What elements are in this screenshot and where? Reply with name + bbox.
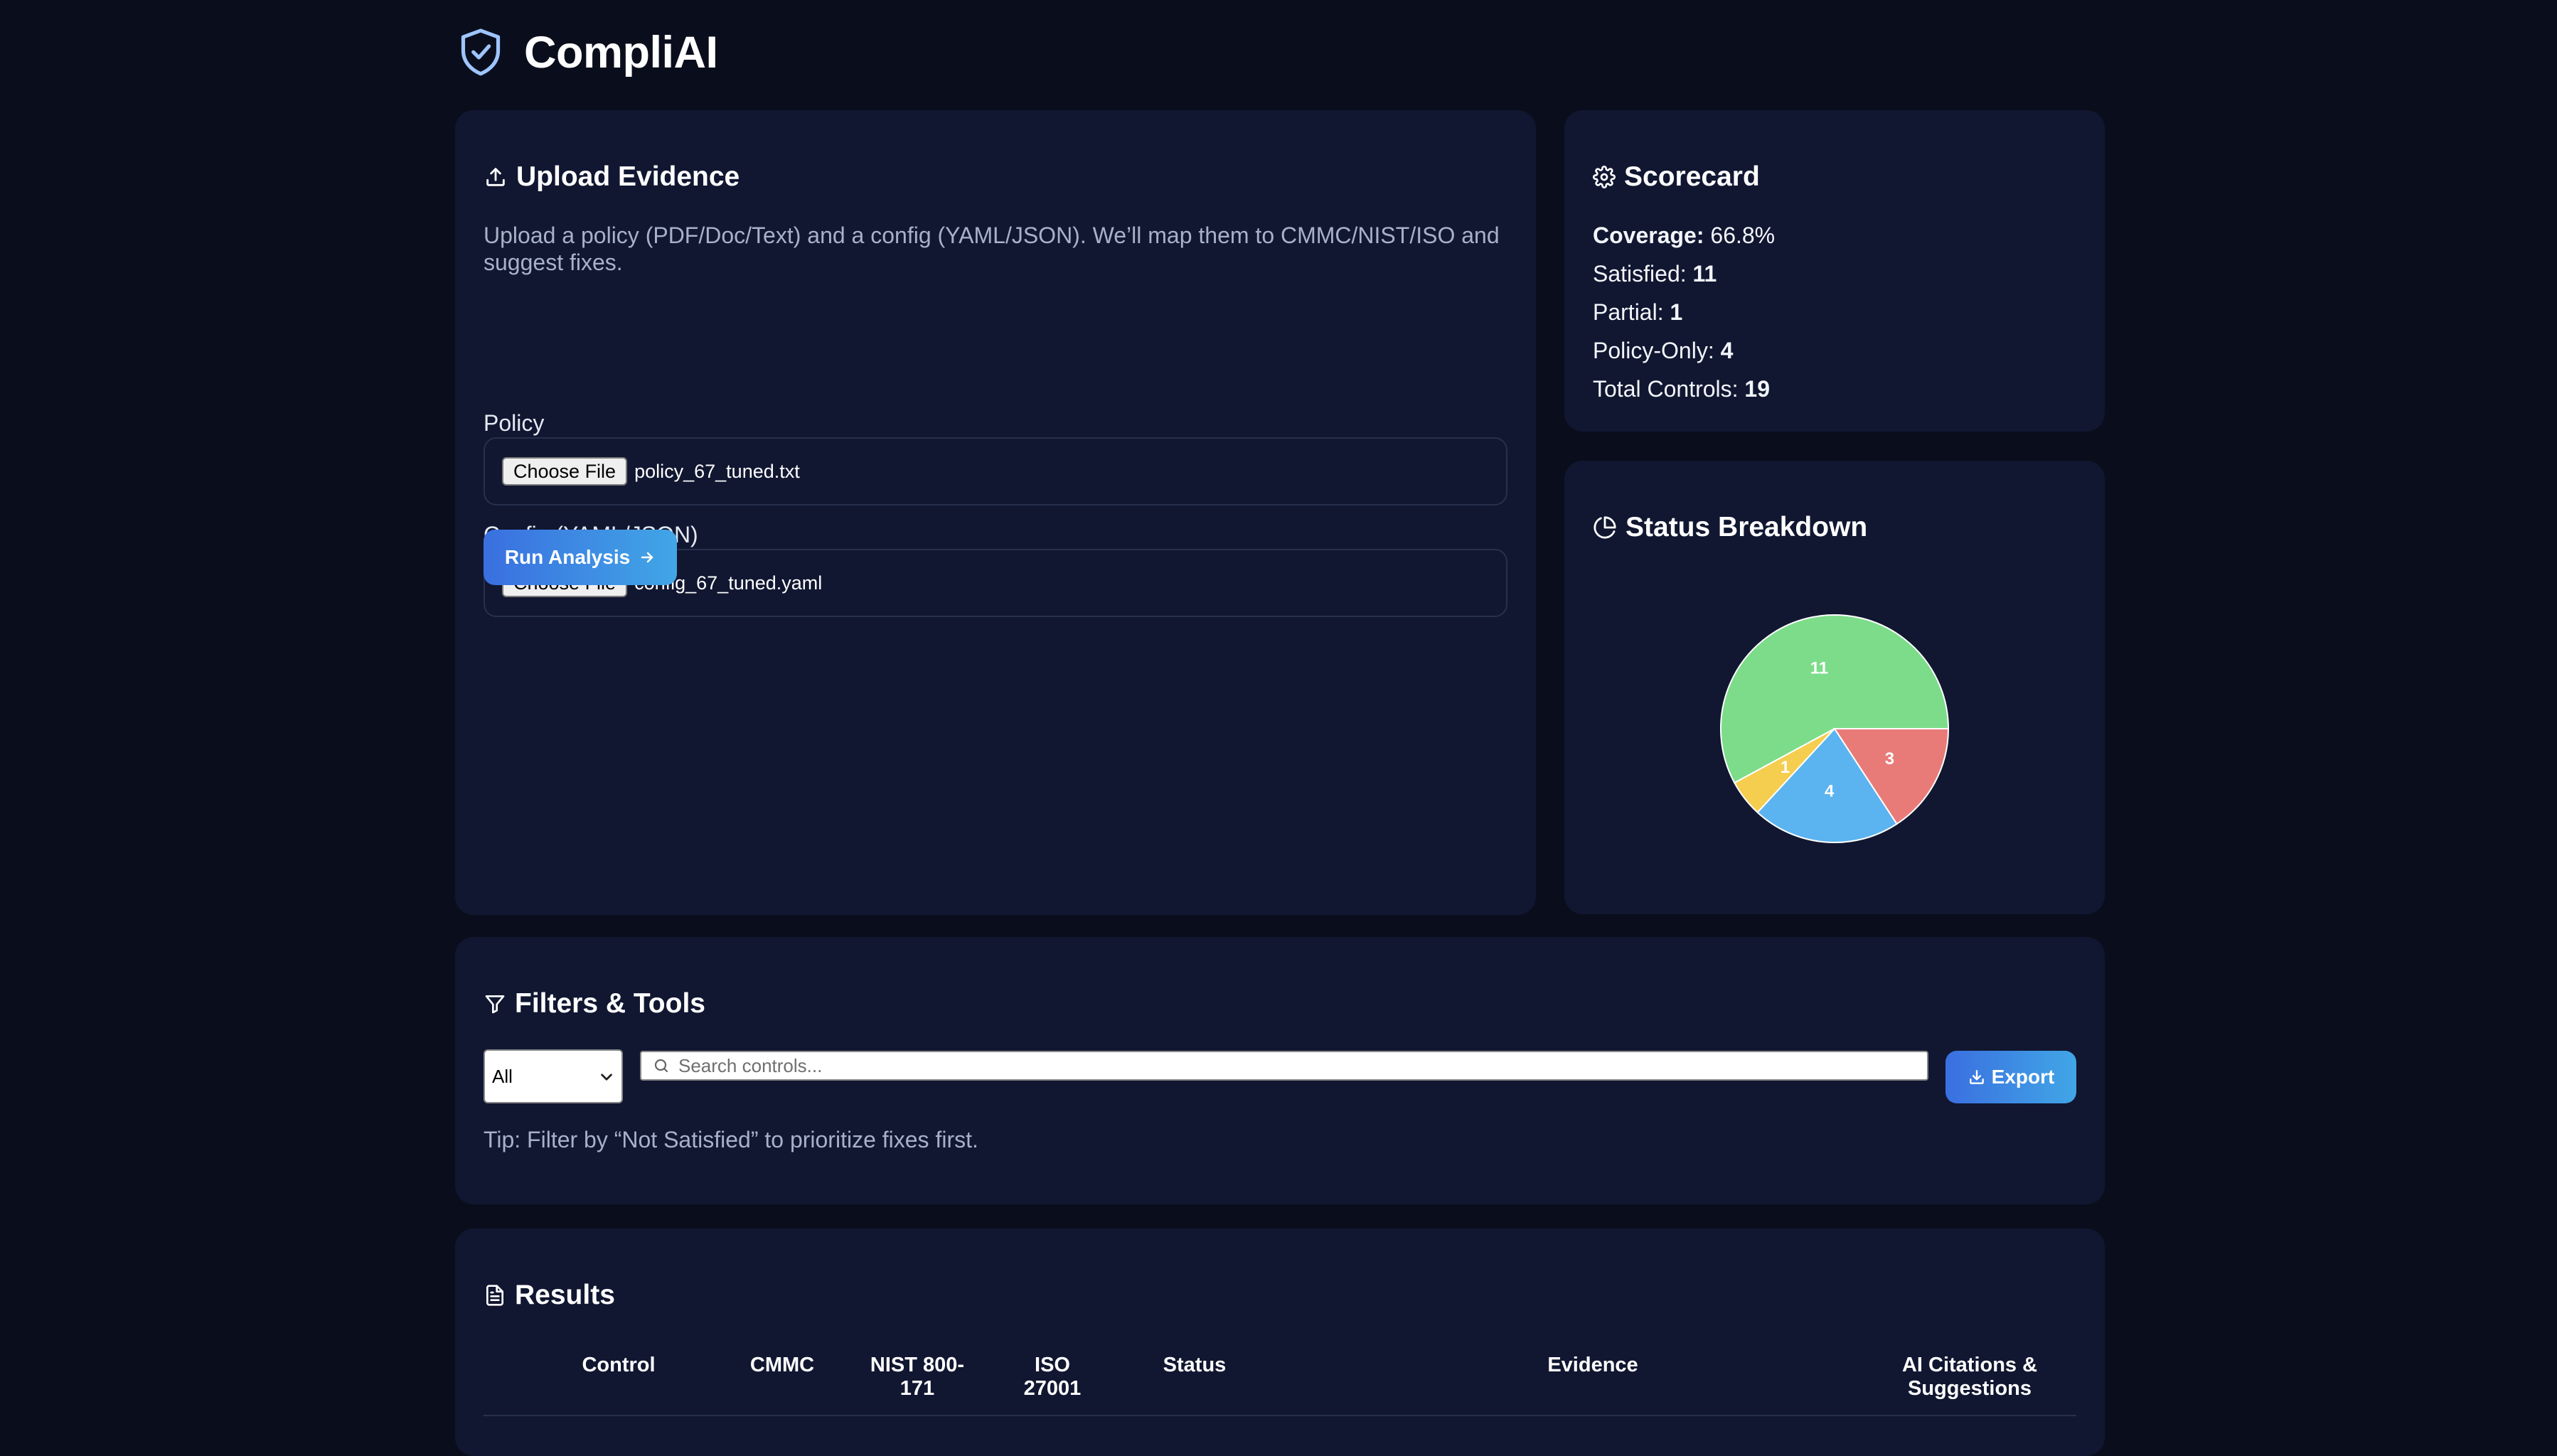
pie-slice-label: 11 [1810,659,1828,678]
results-card: Results Control CMMC NIST 800- 171 ISO 2… [455,1228,2105,1456]
app-root: CompliAI Upload Evidence Upload a policy… [455,27,2105,1456]
export-button[interactable]: Export [1945,1051,2076,1103]
scorecard-title-text: Scorecard [1624,161,1760,192]
gear-icon [1593,166,1616,188]
column-header-evidence: Evidence [1547,1354,1638,1376]
satisfied-label: Satisfied: [1593,261,1687,287]
total-controls-line: Total Controls: 19 [1593,376,1770,402]
pie-chart-icon [1594,516,1616,539]
pie-slice [1720,614,1950,784]
search-placeholder: Search controls... [678,1054,823,1076]
upload-icon [486,168,505,186]
partial-label: Partial: [1593,299,1664,325]
app-title: CompliAI [524,28,718,77]
filter-icon [485,995,505,1014]
column-header-iso: ISO 27001 [1023,1354,1082,1400]
table-header-divider [484,1415,2076,1416]
column-header-status: Status [1163,1354,1227,1376]
pie-slice [1733,728,1835,814]
upload-card-title: Upload Evidence [484,161,740,193]
policy-label: Policy [484,410,545,436]
download-icon [1969,1070,1984,1084]
breakdown-title: Status Breakdown [1593,512,1867,543]
filter-tip: Tip: Filter by “Not Satisfied” to priori… [484,1127,978,1152]
column-header-control: Control [582,1354,656,1376]
document-icon [486,1285,503,1306]
scorecard-title: Scorecard [1593,161,1760,193]
chevron-down-icon [601,1074,612,1081]
shield-check-icon [461,28,501,76]
status-pie-chart: 11 3 4 1 [1720,614,1950,843]
run-analysis-button[interactable]: Run Analysis [484,530,677,585]
upload-description: Upload a policy (PDF/Doc/Text) and a con… [484,223,1500,275]
total-controls-label: Total Controls: [1593,376,1739,402]
filters-title-text: Filters & Tools [515,988,705,1019]
partial-value: 1 [1670,299,1683,325]
coverage-label: Coverage: [1593,223,1704,248]
search-input[interactable]: Search controls... [640,1051,1928,1081]
results-title-text: Results [515,1280,615,1310]
upload-evidence-card: Upload Evidence Upload a policy (PDF/Doc… [455,110,1536,915]
filters-title: Filters & Tools [484,988,705,1019]
scorecard-card: Scorecard Coverage: 66.8% Satisfied: 11 … [1564,110,2105,432]
pie-slice-label: 3 [1885,749,1894,769]
total-controls-value: 19 [1744,376,1771,402]
column-header-cmmc: CMMC [749,1354,815,1376]
status-filter-value: All [492,1065,513,1087]
policy-choose-file-button[interactable]: Choose File [502,457,628,486]
policy-only-label: Policy-Only: [1593,338,1714,363]
upload-title-text: Upload Evidence [516,161,740,192]
policy-only-line: Policy-Only: 4 [1593,338,1733,364]
arrow-right-icon [641,552,653,563]
export-label: Export [1991,1066,2055,1088]
status-breakdown-card: Status Breakdown 11 3 4 1 [1564,461,2105,914]
search-icon [654,1059,668,1073]
partial-line: Partial: 1 [1593,299,1682,326]
policy-only-value: 4 [1720,338,1734,363]
column-header-nist: NIST 800- 171 [870,1354,965,1400]
brand: CompliAI [459,27,718,78]
run-analysis-label: Run Analysis [504,546,631,568]
coverage-value: 66.8% [1710,223,1776,248]
column-header-ai-citations: AI Citations & Suggestions [1901,1354,2038,1400]
pie-slice-label: 4 [1825,782,1835,801]
results-title: Results [484,1280,615,1311]
filters-tools-card: Filters & Tools All Search controls... E… [455,937,2105,1204]
breakdown-title-text: Status Breakdown [1626,512,1868,542]
policy-file-input[interactable]: Choose File policy_67_tuned.txt [484,437,1507,505]
status-filter-select[interactable]: All [484,1049,623,1103]
pie-slice [1756,727,1898,843]
satisfied-value: 11 [1692,261,1717,287]
coverage-line: Coverage: 66.8% [1593,223,1775,249]
pie-slice-label: 1 [1781,758,1790,777]
satisfied-line: Satisfied: 11 [1593,261,1717,287]
pie-slice [1833,728,1950,825]
policy-file-name: policy_67_tuned.txt [634,460,800,482]
